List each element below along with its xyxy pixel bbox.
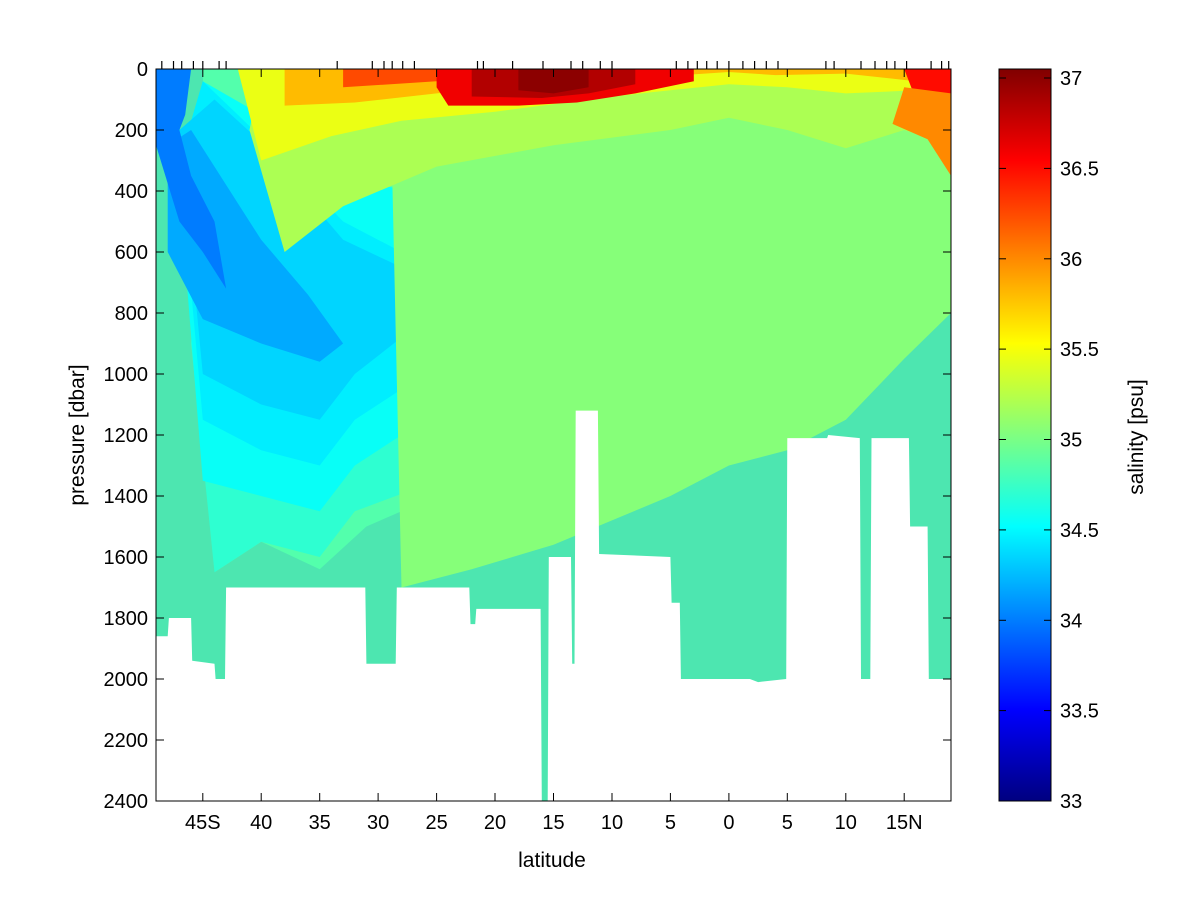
colorbar-tick-label: 37 (1060, 68, 1082, 90)
x-tick-label: 15N (886, 812, 923, 834)
x-tick-label: 40 (250, 812, 272, 834)
x-tick-label: 0 (723, 812, 734, 834)
colorbar-tick-label: 33 (1060, 791, 1082, 813)
colorbar: 33 33.5 34 34.5 35 35.5 36 36.5 37 salinity [psu… (998, 68, 1148, 813)
y-tick-label: 1200 (104, 425, 149, 447)
x-tick-label: 5 (665, 812, 676, 834)
x-tick-label: 30 (367, 812, 389, 834)
station-ticks (161, 61, 950, 69)
y-tick-label: 1600 (104, 547, 149, 569)
colorbar-tick-label: 34 (1060, 610, 1082, 632)
x-axis: 45S 40 35 30 25 20 15 10 5 0 5 10 15N (185, 69, 923, 834)
y-tick-label: 1400 (104, 486, 149, 508)
x-tick-label: 10 (835, 812, 857, 834)
colorbar-title: salinity [psu] (1125, 379, 1148, 495)
y-tick-label: 2200 (104, 730, 149, 752)
x-tick-label: 20 (484, 812, 506, 834)
salinity-contour-16 (892, 87, 951, 176)
x-tick-label: 10 (601, 812, 623, 834)
y-tick-label: 1800 (104, 608, 149, 630)
y-tick-label: 800 (115, 303, 148, 325)
colorbar-tick-label: 35 (1060, 430, 1082, 452)
no-data-mask (156, 410, 951, 801)
y-tick-label: 600 (115, 242, 148, 264)
y-tick-label: 2400 (104, 791, 149, 813)
colorbar-tick-label: 33.5 (1060, 701, 1099, 723)
salinity-contour-7 (389, 69, 951, 588)
salinity-contours (156, 69, 951, 588)
colorbar-tick-label: 36 (1060, 249, 1082, 271)
y-axis: 0 200 400 600 800 1000 1200 1400 1600 1800 2000 220… (104, 59, 951, 813)
plot-area (156, 69, 951, 801)
x-tick-label: 35 (309, 812, 331, 834)
colorbar-tick-label: 35.5 (1060, 339, 1099, 361)
x-tick-label: 5 (782, 812, 793, 834)
colorbar-gradient (998, 68, 1052, 802)
salinity-contour-5 (167, 130, 344, 362)
y-axis-title: pressure [dbar] (66, 364, 89, 505)
colorbar-ticks: 33 33.5 34 34.5 35 35.5 36 36.5 37 (999, 68, 1099, 813)
salinity-contour-11 (343, 69, 706, 88)
y-tick-label: 400 (115, 181, 148, 203)
y-tick-label: 200 (115, 120, 148, 142)
y-tick-label: 1000 (104, 364, 149, 386)
colorbar-tick-label: 34.5 (1060, 520, 1099, 542)
x-tick-label: 45S (185, 812, 221, 834)
y-tick-label: 2000 (104, 669, 149, 691)
x-tick-label: 25 (425, 812, 447, 834)
x-axis-title: latitude (518, 849, 586, 872)
colorbar-tick-label: 36.5 (1060, 158, 1099, 180)
salinity-contour-14 (518, 69, 589, 94)
salinity-contour-6 (156, 69, 227, 289)
y-tick-label: 0 (137, 59, 148, 81)
x-tick-label: 15 (542, 812, 564, 834)
